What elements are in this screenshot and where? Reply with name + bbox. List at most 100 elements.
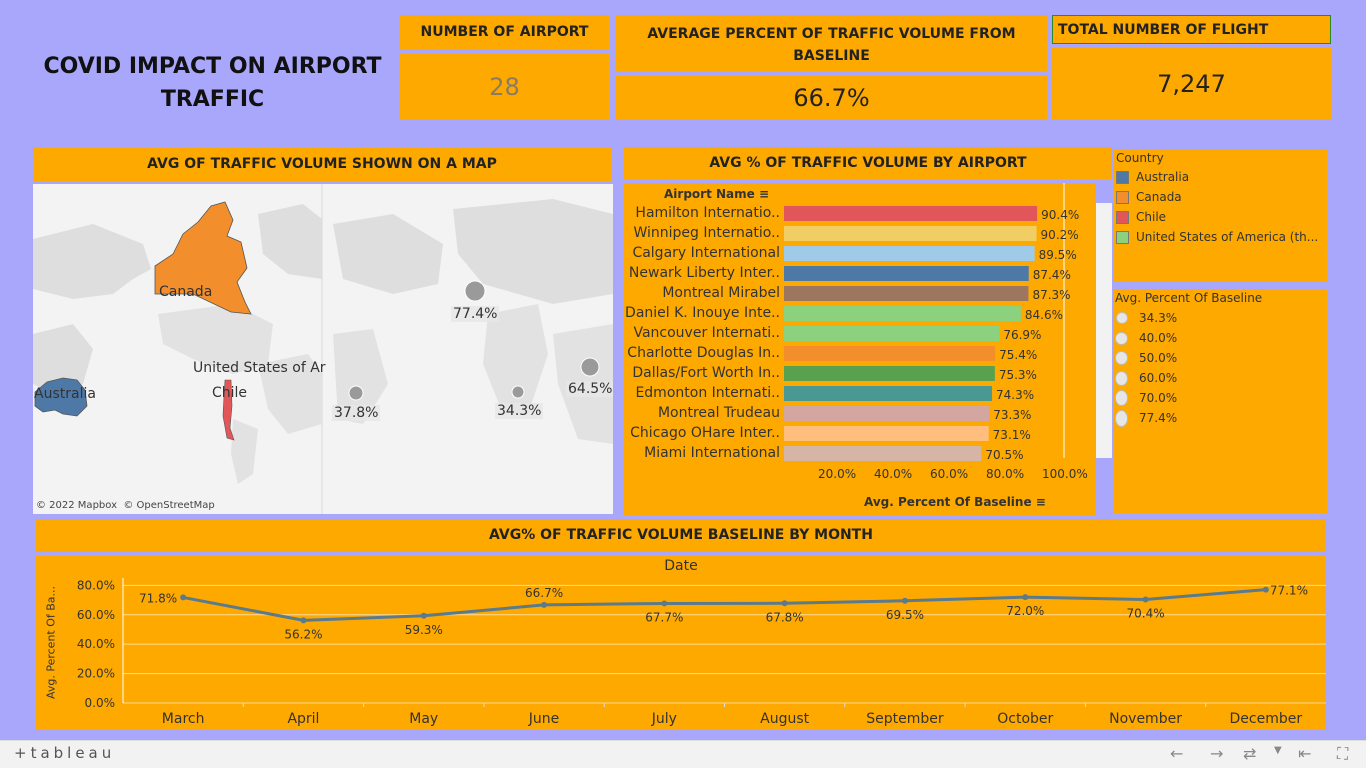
bar[interactable] [784,226,1037,241]
airport-name-label[interactable]: Edmonton Internati.. [635,385,780,401]
line-value-label: 71.8% [139,591,177,605]
revert-icon[interactable]: ⇄ [1243,744,1257,763]
line-point[interactable] [661,600,668,607]
x-tick-label[interactable]: September [866,711,944,727]
fullscreen-icon[interactable]: ⛶ [1337,744,1349,763]
tableau-logo[interactable]: +tableau [14,744,116,762]
landmass [258,204,322,279]
line-point[interactable] [1142,596,1149,603]
map-label-australia: Australia [34,386,96,402]
airport-bar-chart: 90.4% 90.2% 89.5% 87.4% 87.3% 84.6% 76.9% 75.4%… [784,183,1079,462]
bar[interactable] [784,426,989,441]
bar[interactable] [784,266,1029,281]
bar-value-label: 87.4% [1033,268,1071,282]
line-point[interactable] [1022,594,1029,601]
airport-name-label[interactable]: Montreal Mirabel [662,285,780,301]
x-tick-label[interactable]: December [1230,711,1303,727]
x-tick-label[interactable]: March [162,711,205,727]
bar[interactable] [784,326,1000,341]
scrollbar[interactable] [1096,203,1112,458]
bar-value-label: 73.3% [993,408,1031,422]
bar-x-tick: 20.0% [818,467,857,481]
bar[interactable] [784,206,1038,221]
bar[interactable] [784,246,1035,261]
country-legend-item[interactable]: Canada [1116,187,1324,207]
bar[interactable] [784,306,1021,321]
airport-chart-header: AVG % OF TRAFFIC VOLUME BY AIRPORT [624,147,1112,179]
x-tick-label[interactable]: November [1109,711,1182,727]
line-point[interactable] [300,617,307,624]
line-value-label: 72.0% [1006,604,1044,618]
airport-name-label[interactable]: Daniel K. Inouye Inte.. [625,305,780,321]
month-chart-panel: Date Avg. Percent Of Ba... 0.0% 20.0% 40.0… [36,556,1326,730]
redo-icon[interactable]: → [1210,744,1224,763]
undo-icon[interactable]: ← [1170,744,1184,763]
bar[interactable] [784,446,982,461]
airport-name-label[interactable]: Newark Liberty Inter.. [628,265,780,281]
bar[interactable] [784,366,995,381]
x-tick-label[interactable]: June [528,711,560,727]
landmass [158,304,273,374]
size-legend-item[interactable]: 40.0% [1115,328,1325,348]
bar-value-label: 84.6% [1025,308,1063,322]
x-tick-label[interactable]: October [997,711,1053,727]
x-tick-label[interactable]: July [651,711,677,727]
y-tick-label: 60.0% [77,608,115,622]
sort-icon[interactable]: ≡ [1035,495,1046,509]
y-tick-label: 20.0% [77,667,115,681]
sort-icon[interactable]: ≡ [758,187,770,201]
line-point[interactable] [781,600,788,607]
reset-icon[interactable]: ⇤ [1298,744,1312,763]
line-value-label: 67.7% [645,610,683,624]
world-map[interactable]: Canada United States of Ar Chile Austral… [33,184,613,514]
country-legend-item[interactable]: Australia [1116,167,1324,187]
size-circle [1115,351,1128,365]
airport-name-label[interactable]: Calgary International [632,245,780,261]
country-legend-title: Country [1116,151,1164,165]
kpi-avg-pct-header: AVERAGE PERCENT OF TRAFFIC VOLUME FROM B… [616,15,1047,71]
legend-label: United States of America (th... [1136,230,1319,244]
tableau-footer: +tableau ← → ⇄ ▼ ⇤ ⛶ [0,740,1366,768]
airport-name-label[interactable]: Vancouver Internati.. [633,325,780,341]
map-attribution[interactable]: © 2022 Mapbox © OpenStreetMap [36,500,215,511]
airport-name-label[interactable]: Winnipeg Internatio.. [633,225,780,241]
line-point[interactable] [901,597,908,604]
kpi-airports-value: 28 [400,54,609,120]
size-legend-item[interactable]: 50.0% [1115,348,1325,368]
airport-name-label[interactable]: Chicago OHare Inter.. [630,425,780,441]
chevron-down-icon[interactable]: ▼ [1274,745,1282,756]
legend-label: Australia [1136,170,1190,184]
legend-label: 70.0% [1139,391,1178,405]
line-value-label: 69.5% [886,608,924,622]
airport-name-label[interactable]: Charlotte Douglas In.. [627,345,780,361]
airport-name-label[interactable]: Hamilton Internatio.. [635,205,780,221]
line-point[interactable] [1262,586,1269,593]
size-legend-item[interactable]: 60.0% [1115,368,1325,388]
bar[interactable] [784,406,990,421]
bar[interactable] [784,346,996,361]
legend-label: Chile [1136,210,1167,224]
size-legend-item[interactable]: 70.0% [1115,388,1325,408]
size-legend-item[interactable]: 34.3% [1115,308,1325,328]
airport-name-label[interactable]: Miami International [644,445,780,461]
airport-name-label[interactable]: Montreal Trudeau [657,405,780,421]
airport-name-label[interactable]: Dallas/Fort Worth In.. [632,365,780,381]
bar[interactable] [784,286,1029,301]
x-tick-label[interactable]: August [760,711,810,727]
bar-value-label: 74.3% [996,388,1034,402]
country-legend-item[interactable]: Chile [1116,207,1324,227]
country-legend-item[interactable]: United States of America (th... [1116,227,1324,247]
country-legend: Country Australia Canada Chile United State… [1113,149,1327,282]
bar-x-axis-title[interactable]: Avg. Percent Of Baseline ≡ [864,495,1046,509]
kpi-avg-pct-value: 66.7% [616,76,1047,120]
line-point[interactable] [541,601,548,608]
legend-swatch [1116,210,1129,224]
size-legend-item[interactable]: 77.4% [1115,408,1325,428]
bar-value-label: 75.3% [999,368,1037,382]
line-point[interactable] [420,612,427,619]
x-tick-label[interactable]: May [409,711,438,727]
x-tick-label[interactable]: April [287,711,319,727]
bar[interactable] [784,386,993,401]
line-point[interactable] [180,594,187,601]
airport-name-header[interactable]: Airport Name ≡ [664,187,770,201]
